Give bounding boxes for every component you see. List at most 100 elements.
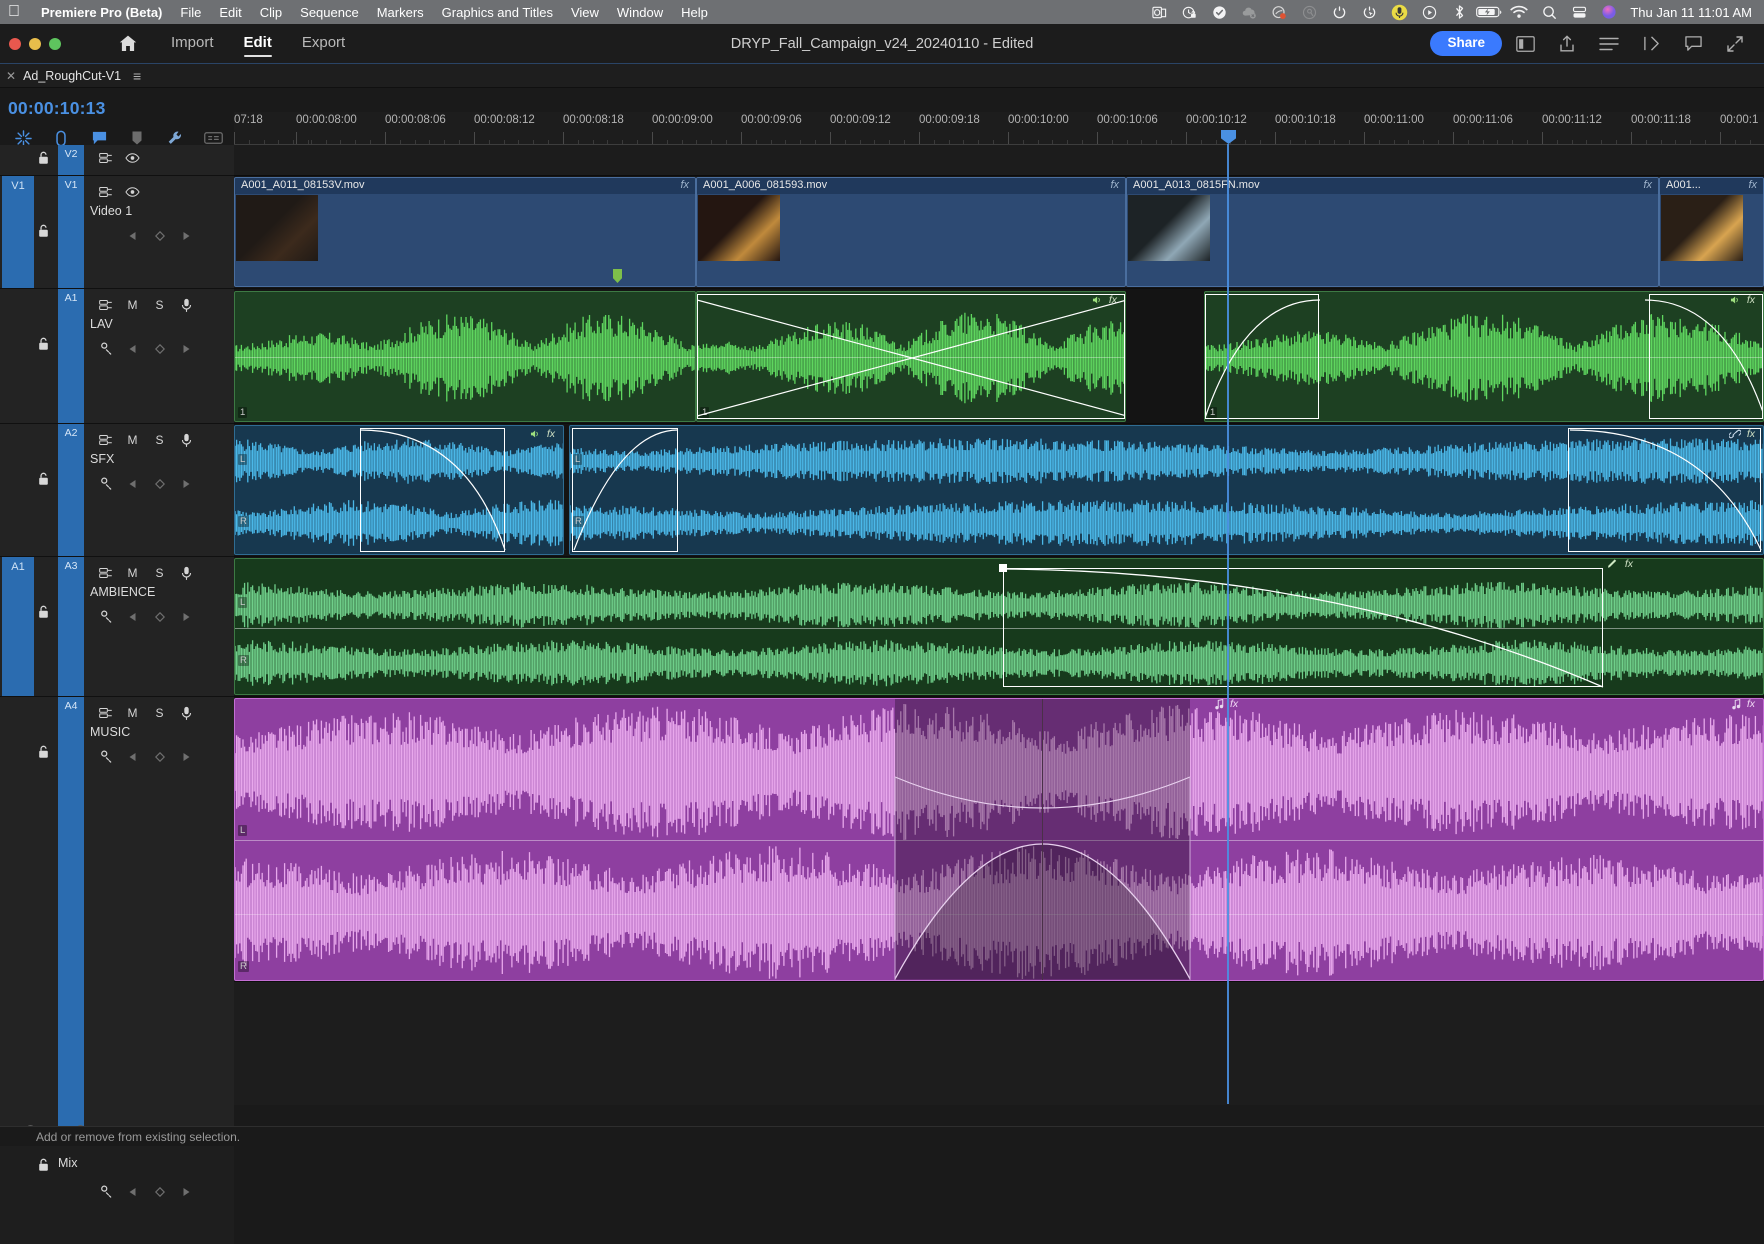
add-keyframe-button[interactable]	[146, 1182, 173, 1202]
record-dot-icon[interactable]	[1264, 0, 1294, 24]
checkmark-circle-icon[interactable]	[1204, 0, 1234, 24]
video-clip[interactable]: A001_A011_08153V.mov fx	[234, 177, 696, 287]
captions-icon[interactable]	[194, 125, 232, 151]
snap-in-timeline-icon[interactable]	[4, 125, 42, 151]
track-header-a1[interactable]: A1 M S LAV	[0, 289, 234, 424]
solo-track-button[interactable]: S	[155, 433, 164, 447]
menu-window[interactable]: Window	[604, 4, 663, 20]
source-patch-a3[interactable]: A1	[2, 557, 34, 696]
sequence-tab-label[interactable]: Ad_RoughCut-V1	[23, 68, 122, 83]
track-lane-v1[interactable]: A001_A011_08153V.mov fx A001_A006_081593.m…	[234, 176, 1764, 289]
audio-clip-lav[interactable]: 1 fx	[696, 291, 1126, 422]
track-sync-icon[interactable]	[92, 430, 119, 450]
battery-charging-icon[interactable]	[1474, 0, 1504, 24]
timeline-track-area[interactable]: A001_A011_08153V.mov fx A001_A006_081593.m…	[234, 145, 1764, 1105]
track-target-a4[interactable]: A4	[58, 697, 84, 1133]
marker-flag-icon[interactable]	[118, 125, 156, 151]
track-name-label[interactable]: Video 1	[90, 204, 133, 218]
track-header-mix[interactable]: Mix0.0	[0, 1134, 234, 1244]
eye-visibility-icon[interactable]	[119, 182, 146, 202]
refresh-icon[interactable]	[1324, 0, 1354, 24]
siri-icon[interactable]	[1594, 0, 1624, 24]
timeline-empty-area[interactable]	[234, 982, 1764, 1105]
previous-keyframe-button[interactable]	[119, 226, 146, 246]
menu-bar-clock[interactable]: Thu Jan 11 11:01 AM	[1630, 4, 1752, 20]
mute-track-button[interactable]: M	[127, 566, 138, 580]
microphone-record-icon[interactable]	[173, 295, 200, 315]
locked-clock-icon[interactable]	[1174, 0, 1204, 24]
menu-markers[interactable]: Markers	[364, 4, 424, 20]
track-target-v2[interactable]: V2	[58, 145, 84, 175]
next-keyframe-button[interactable]	[173, 339, 200, 359]
export-share-icon[interactable]	[1548, 29, 1586, 59]
previous-keyframe-button[interactable]	[119, 339, 146, 359]
video-clip[interactable]: A001... fx	[1659, 177, 1764, 287]
track-sync-icon[interactable]	[92, 182, 119, 202]
tab-edit[interactable]: Edit	[232, 28, 284, 59]
add-marker-comment-icon[interactable]	[80, 125, 118, 151]
apple-logo-icon[interactable]: 	[8, 4, 20, 20]
mute-track-button[interactable]: M	[127, 706, 138, 720]
next-keyframe-button[interactable]	[173, 607, 200, 627]
video-clip[interactable]: A001_A006_081593.mov fx	[696, 177, 1126, 287]
tab-export[interactable]: Export	[301, 34, 346, 51]
track-header-v1[interactable]: V1 V1 Video 1	[0, 176, 234, 289]
menu-sequence[interactable]: Sequence	[288, 4, 359, 20]
track-header-a4[interactable]: A4 M S MUSIC	[0, 697, 234, 1134]
previous-keyframe-button[interactable]	[119, 607, 146, 627]
menu-edit[interactable]: Edit	[207, 4, 241, 20]
timeline-ruler[interactable]: 07:18 00:00:08:00 00:00:08:06 00:00:08:12 00…	[234, 112, 1764, 145]
solo-track-button[interactable]: S	[155, 566, 164, 580]
keyframe-diamond-icon[interactable]	[92, 747, 119, 767]
microphone-record-icon[interactable]	[173, 563, 200, 583]
microphone-active-icon[interactable]	[1384, 0, 1414, 24]
track-lane-a1-lav[interactable]: 1 1 fx 1 fx	[234, 289, 1764, 424]
previous-keyframe-button[interactable]	[119, 1182, 146, 1202]
solo-track-button[interactable]: S	[155, 298, 164, 312]
next-keyframe-button[interactable]	[173, 1182, 200, 1202]
unlocked-icon[interactable]	[38, 224, 58, 238]
minimize-window-button[interactable]	[29, 37, 41, 50]
keyframe-diamond-icon[interactable]	[92, 607, 119, 627]
hamburger-menu-icon[interactable]	[1590, 29, 1628, 59]
add-keyframe-button[interactable]	[146, 474, 173, 494]
menu-view[interactable]: View	[558, 4, 599, 20]
unlocked-icon[interactable]	[38, 605, 58, 619]
unlocked-icon[interactable]	[38, 472, 58, 486]
close-icon[interactable]: ✕	[6, 68, 17, 83]
next-keyframe-button[interactable]	[173, 226, 200, 246]
clip-marker-icon[interactable]	[613, 269, 622, 283]
spotlight-search-icon[interactable]	[1534, 0, 1564, 24]
track-lane-v2[interactable]	[234, 145, 1764, 176]
track-sync-icon[interactable]	[92, 563, 119, 583]
track-sync-icon[interactable]	[92, 295, 119, 315]
solo-track-button[interactable]: S	[155, 706, 164, 720]
expand-arrows-icon[interactable]	[1716, 29, 1754, 59]
home-icon[interactable]	[111, 29, 145, 59]
track-target-a2[interactable]: A2	[58, 424, 84, 556]
next-keyframe-button[interactable]	[173, 474, 200, 494]
track-target-a3[interactable]: A3	[58, 557, 84, 696]
unlocked-icon[interactable]	[38, 151, 58, 165]
comment-icon[interactable]	[1674, 29, 1712, 59]
control-center-icon[interactable]	[1564, 0, 1594, 24]
bluetooth-icon[interactable]	[1444, 0, 1474, 24]
track-sync-icon[interactable]	[92, 148, 119, 168]
outlook-icon[interactable]	[1144, 0, 1174, 24]
mute-track-button[interactable]: M	[127, 433, 138, 447]
layout-panel-icon[interactable]	[1506, 29, 1544, 59]
unlocked-icon[interactable]	[38, 1158, 58, 1172]
add-keyframe-button[interactable]	[146, 607, 173, 627]
track-target-a1[interactable]: A1	[58, 289, 84, 423]
microphone-record-icon[interactable]	[173, 430, 200, 450]
track-header-v2[interactable]: V2	[0, 145, 234, 176]
eye-visibility-icon[interactable]	[119, 148, 146, 168]
fade-handle-start[interactable]	[999, 564, 1007, 572]
